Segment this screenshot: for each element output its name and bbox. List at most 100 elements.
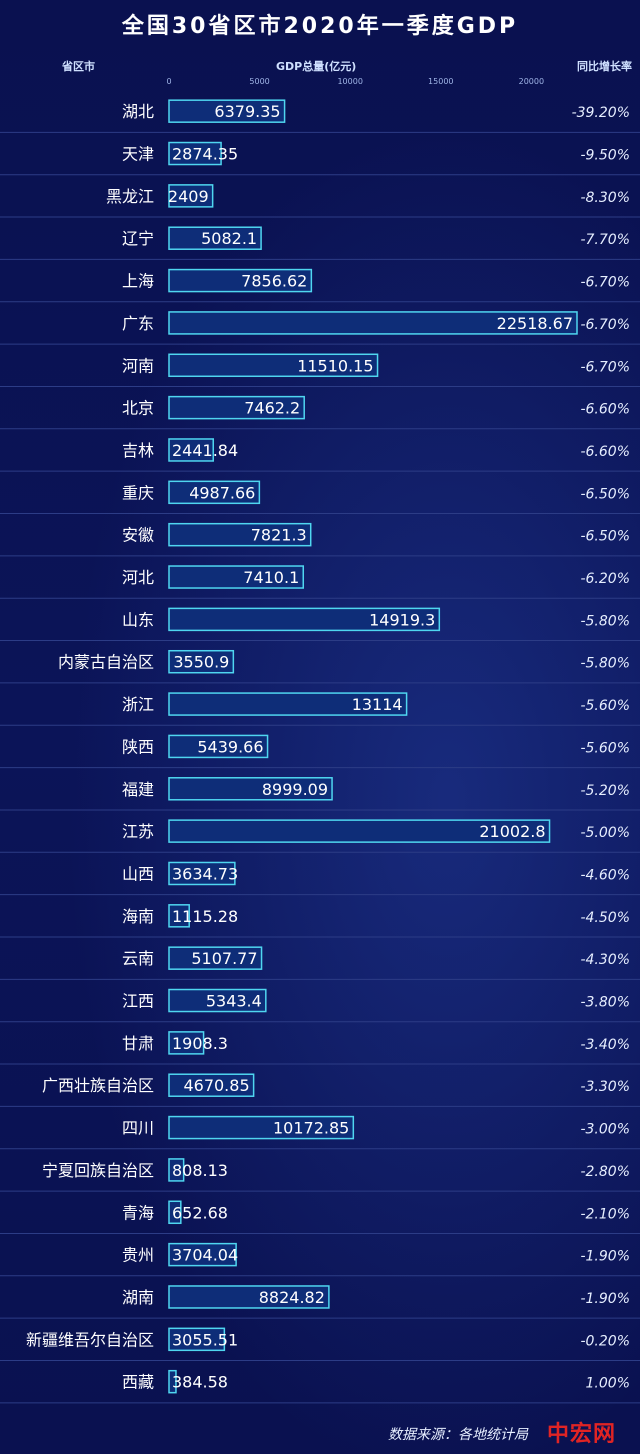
province-label: 山西	[122, 864, 154, 883]
gdp-bar	[168, 565, 305, 589]
gdp-bar	[168, 607, 441, 632]
gdp-value-label: 2874.35	[172, 145, 238, 164]
province-label: 内蒙古自治区	[58, 653, 154, 672]
province-label: 上海	[122, 272, 154, 291]
x-tick-label: 15000	[428, 77, 453, 86]
gdp-value-label: 22518.67	[497, 314, 573, 333]
gdp-value-label: 14919.3	[369, 610, 435, 629]
growth-rate-label: -1.90%	[580, 1291, 630, 1307]
growth-rate-label: -9.50%	[580, 148, 630, 164]
header-gdp: GDP总量(亿元)	[276, 60, 357, 73]
province-label: 黑龙江	[106, 187, 154, 206]
gdp-bar	[168, 819, 551, 843]
gdp-bar	[168, 649, 235, 674]
growth-rate-label: -6.50%	[580, 486, 630, 502]
gdp-value-label: 2441.84	[172, 441, 238, 460]
province-label: 陕西	[122, 737, 154, 756]
growth-rate-label: -7.70%	[580, 232, 630, 248]
province-label: 安徽	[122, 526, 154, 545]
gdp-value-label: 21002.8	[479, 822, 545, 841]
growth-rate-label: -4.60%	[580, 867, 630, 883]
gdp-value-label: 3704.04	[172, 1246, 238, 1265]
source-note: 数据来源：各地统计局	[388, 1427, 528, 1443]
x-tick-label: 5000	[249, 77, 269, 86]
gdp-bar	[168, 1369, 177, 1394]
gdp-bar	[168, 184, 214, 208]
growth-rate-label: -5.80%	[580, 613, 630, 629]
gdp-bar	[168, 1073, 255, 1097]
province-label: 天津	[122, 145, 154, 164]
gdp-bar	[168, 1200, 182, 1225]
gdp-bar	[168, 438, 214, 462]
gdp-value-label: 1115.28	[172, 907, 238, 926]
gdp-bar	[168, 946, 263, 970]
growth-rate-label: -4.30%	[580, 952, 630, 968]
gdp-value-label: 4670.85	[183, 1076, 249, 1095]
province-label: 江西	[122, 992, 154, 1011]
growth-rate-label: -2.10%	[580, 1206, 630, 1222]
province-label: 海南	[122, 907, 154, 926]
gdp-value-label: 5107.77	[191, 949, 257, 968]
growth-rate-label: -39.20%	[572, 105, 630, 121]
province-label: 浙江	[122, 695, 154, 714]
x-tick-label: 10000	[337, 77, 362, 86]
growth-rate-label: -6.50%	[580, 529, 630, 545]
province-label: 重庆	[122, 483, 154, 502]
gdp-value-label: 10172.85	[273, 1119, 349, 1138]
province-label: 广西壮族自治区	[42, 1076, 154, 1095]
chart-title: 全国30省区市2020年一季度GDP	[121, 14, 519, 39]
province-label: 河南	[122, 356, 154, 375]
gdp-value-label: 3634.73	[172, 864, 238, 883]
gdp-bar	[168, 988, 267, 1013]
growth-rate-label: -5.60%	[580, 740, 630, 756]
gdp-value-label: 7462.2	[244, 399, 300, 418]
gdp-bar	[168, 777, 333, 801]
growth-rate-label: -1.90%	[580, 1249, 630, 1265]
gdp-bar	[168, 99, 286, 123]
gdp-bar	[168, 1158, 185, 1182]
gdp-value-label: 1908.3	[172, 1034, 228, 1053]
gdp-bar	[168, 480, 261, 505]
gdp-bar	[168, 734, 269, 759]
province-label: 辽宁	[122, 229, 154, 248]
gdp-value-label: 7821.3	[251, 526, 307, 545]
province-label: 西藏	[122, 1373, 154, 1392]
province-label: 贵州	[122, 1246, 154, 1265]
growth-rate-label: -3.80%	[580, 995, 630, 1011]
growth-rate-label: -8.30%	[580, 190, 630, 206]
gdp-value-label: 6379.35	[214, 102, 280, 121]
growth-rate-label: -3.00%	[580, 1122, 630, 1138]
header-province: 省区市	[62, 60, 95, 73]
growth-rate-label: -2.80%	[580, 1164, 630, 1180]
province-label: 河北	[122, 568, 154, 587]
gdp-bar	[168, 522, 312, 547]
gdp-value-label: 5343.4	[206, 992, 262, 1011]
province-label: 湖北	[122, 102, 154, 121]
growth-rate-label: -4.50%	[580, 910, 630, 926]
gdp-bar	[168, 1115, 355, 1140]
province-label: 甘肃	[122, 1034, 154, 1053]
growth-rate-label: -6.70%	[580, 317, 630, 333]
gdp-value-label: 13114	[352, 695, 403, 714]
gdp-value-label: 3550.9	[173, 653, 229, 672]
gdp-value-label: 384.58	[172, 1373, 228, 1392]
gdp-value-label: 652.68	[172, 1203, 228, 1222]
growth-rate-label: -5.60%	[580, 698, 630, 714]
growth-rate-label: -6.60%	[580, 402, 630, 418]
growth-rate-label: -5.20%	[580, 783, 630, 799]
gdp-value-label: 5082.1	[201, 229, 257, 248]
gdp-bar	[168, 1285, 330, 1309]
publisher-logo: 中宏网	[546, 1421, 616, 1447]
growth-rate-label: -5.80%	[580, 656, 630, 672]
x-tick-label: 0	[166, 77, 171, 86]
gdp-value-label: 2409	[168, 187, 209, 206]
gdp-bar	[168, 861, 236, 886]
growth-rate-label: -3.40%	[580, 1037, 630, 1053]
gdp-bar	[168, 1031, 205, 1055]
province-label: 北京	[122, 399, 154, 418]
gdp-bar	[168, 268, 313, 293]
gdp-value-label: 4987.66	[189, 483, 255, 502]
gdp-bar	[168, 692, 408, 716]
gdp-bar	[168, 353, 379, 378]
gdp-value-label: 7410.1	[243, 568, 299, 587]
